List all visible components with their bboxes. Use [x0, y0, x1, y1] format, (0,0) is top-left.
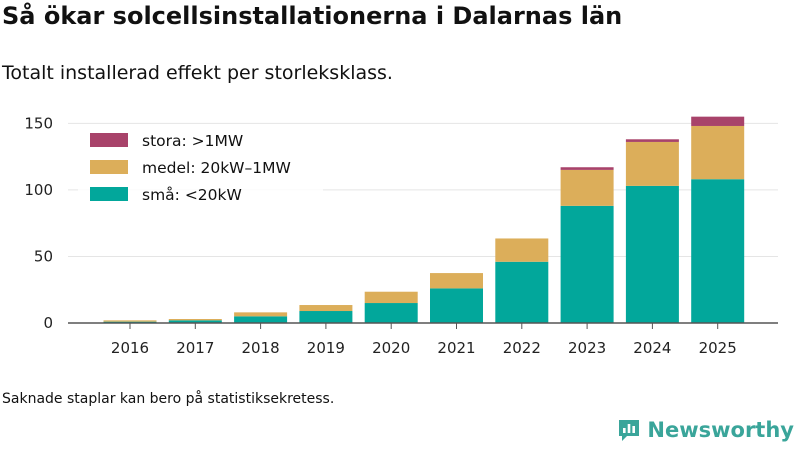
legend-swatch-medel — [90, 160, 128, 174]
footnote: Saknade staplar kan bero på statistiksek… — [2, 391, 335, 407]
bar-sma-2019[interactable] — [299, 311, 353, 323]
brand-logo[interactable]: Newsworthy — [617, 418, 794, 442]
x-tick-label: 2022 — [503, 339, 541, 357]
brand-name: Newsworthy — [647, 418, 794, 442]
y-tick-label: 0 — [43, 314, 53, 332]
bar-sma-2018[interactable] — [234, 316, 288, 323]
x-tick-label: 2020 — [372, 339, 410, 357]
bar-medel-2017[interactable] — [168, 319, 222, 321]
bar-medel-2025[interactable] — [691, 125, 745, 180]
bar-medel-2024[interactable] — [625, 141, 679, 186]
bar-sma-2020[interactable] — [364, 303, 418, 323]
y-tick-label: 50 — [34, 247, 53, 265]
legend-label-sma: små: <20kW — [142, 186, 242, 204]
bar-sma-2025[interactable] — [691, 179, 745, 323]
bar-stora-2023[interactable] — [560, 167, 614, 170]
legend-swatch-sma — [90, 187, 128, 201]
bar-sma-2023[interactable] — [560, 205, 614, 323]
x-tick-label: 2016 — [111, 339, 149, 357]
y-tick-label: 150 — [24, 114, 53, 132]
bar-sma-2022[interactable] — [495, 261, 549, 323]
bar-medel-2019[interactable] — [299, 305, 353, 312]
legend-swatch-stora — [90, 133, 128, 147]
stacked-bar-chart: 0 50 100 150 2016 2017 2018 2019 2020 2021 2022 202… — [24, 114, 778, 357]
x-tick-label: 2018 — [242, 339, 280, 357]
bar-sma-2017[interactable] — [168, 320, 222, 323]
bar-medel-2021[interactable] — [430, 273, 483, 289]
x-tick-label: 2024 — [633, 339, 671, 357]
legend-label-medel: medel: 20kW–1MW — [142, 159, 291, 177]
newsworthy-logo-icon — [619, 420, 640, 441]
x-tick-label: 2017 — [176, 339, 214, 357]
chart-title: Så ökar solcellsinstallationerna i Dalar… — [2, 2, 623, 30]
bar-sma-2024[interactable] — [625, 185, 679, 323]
x-tick-label: 2023 — [568, 339, 606, 357]
x-tick-label: 2019 — [307, 339, 345, 357]
bar-medel-2022[interactable] — [495, 238, 549, 262]
y-tick-label: 100 — [24, 181, 53, 199]
x-tick-label: 2025 — [699, 339, 737, 357]
bar-medel-2018[interactable] — [234, 312, 288, 317]
bar-sma-2021[interactable] — [430, 288, 483, 323]
legend-label-stora: stora: >1MW — [142, 132, 243, 150]
bar-medel-2020[interactable] — [364, 291, 418, 304]
bar-stora-2024[interactable] — [625, 139, 679, 142]
x-tick-label: 2021 — [437, 339, 475, 357]
bar-medel-2016[interactable] — [103, 320, 157, 322]
bar-stora-2025[interactable] — [691, 116, 745, 126]
chart-subtitle: Totalt installerad effekt per storlekskl… — [2, 62, 393, 84]
bar-medel-2023[interactable] — [560, 169, 614, 206]
